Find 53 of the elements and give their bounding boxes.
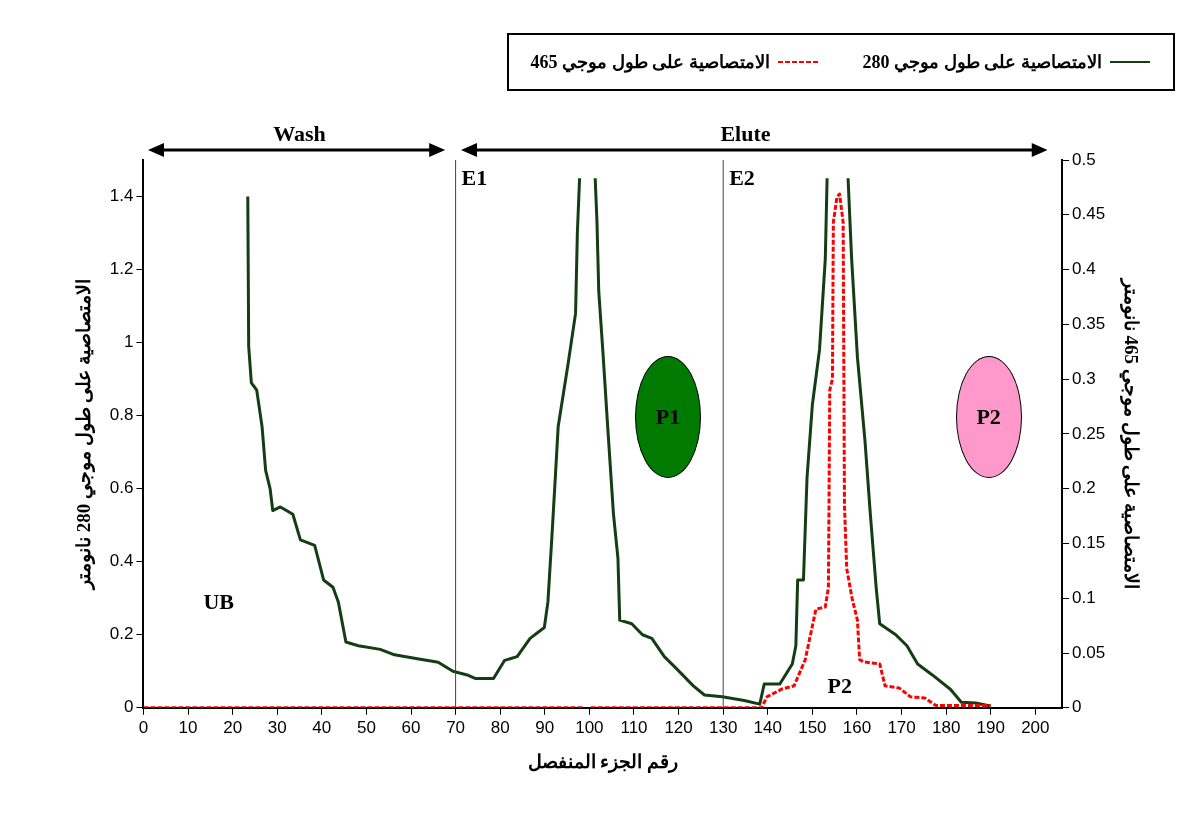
y2-tick-label: 0.45 <box>1072 204 1106 224</box>
y-tick-label: 1.2 <box>109 259 134 279</box>
y2-tick-label: 0.35 <box>1072 314 1106 334</box>
y2-tick-label: 0.3 <box>1072 368 1096 388</box>
x-tick-label: 130 <box>708 717 738 737</box>
y2-tick-label: 0.5 <box>1072 149 1096 169</box>
x-tick-label: 110 <box>620 717 648 737</box>
y-tick-label: 0.4 <box>109 551 134 571</box>
y-tick-label: 0.8 <box>109 405 134 425</box>
x-tick-label: 120 <box>664 717 693 737</box>
x-tick-label: 100 <box>575 717 604 737</box>
y2-tick-label: 0.1 <box>1072 587 1096 607</box>
legend-label: الامتصاصية على طول موجي 280 <box>862 51 1102 73</box>
legend-label: الامتصاصية على طول موجي 465 <box>530 51 770 73</box>
y-tick-label: 0 <box>123 697 134 717</box>
x-tick-label: 50 <box>356 717 376 737</box>
y-tick-label: 1 <box>123 332 134 352</box>
ref-line-label: E1 <box>461 164 488 190</box>
y2-tick-label: 0 <box>1072 697 1082 717</box>
text: Wash <box>273 121 326 147</box>
x-tick-label: 0 <box>138 717 149 737</box>
x-axis-title: رقم الجزء المنفصل <box>527 750 679 773</box>
y2-axis-title: الامتصاصية على طول موجي 465 نانومتر <box>1118 276 1142 590</box>
x-tick-label: 60 <box>401 717 421 737</box>
x-tick-label: 150 <box>798 717 827 737</box>
text: Elute <box>720 121 771 147</box>
y-tick-label: 1.4 <box>109 186 134 206</box>
x-tick-label: 90 <box>535 717 555 737</box>
x-tick-label: 80 <box>490 717 510 737</box>
y-tick-label: 0.2 <box>109 624 134 644</box>
y-axis-title: الامتصاصية على طول موجي 280 نانومتر <box>73 278 97 592</box>
y2-tick-label: 0.05 <box>1072 642 1106 662</box>
y2-tick-label: 0.2 <box>1072 478 1096 498</box>
ref-line-label: E2 <box>729 164 755 190</box>
x-tick-label: 20 <box>223 717 243 737</box>
x-tick-label: 10 <box>178 717 198 737</box>
annotation: P2 <box>976 404 1001 431</box>
annotation: UB <box>203 588 235 615</box>
x-tick-label: 160 <box>842 717 872 737</box>
x-tick-label: 70 <box>446 717 466 737</box>
x-tick-label: 140 <box>753 717 782 737</box>
x-tick-label: 180 <box>931 717 961 737</box>
x-tick-label: 170 <box>887 717 916 737</box>
x-tick-label: 190 <box>976 717 1005 737</box>
y2-tick-label: 0.25 <box>1072 423 1106 443</box>
x-tick-label: 40 <box>312 717 332 737</box>
annotation: P2 <box>827 672 853 699</box>
x-tick-label: 30 <box>267 717 287 737</box>
x-tick-label: 200 <box>1021 717 1050 737</box>
y2-tick-label: 0.4 <box>1072 259 1096 279</box>
y-tick-label: 0.6 <box>109 478 134 498</box>
annotation: P1 <box>655 404 681 431</box>
y2-tick-label: 0.15 <box>1072 533 1106 553</box>
